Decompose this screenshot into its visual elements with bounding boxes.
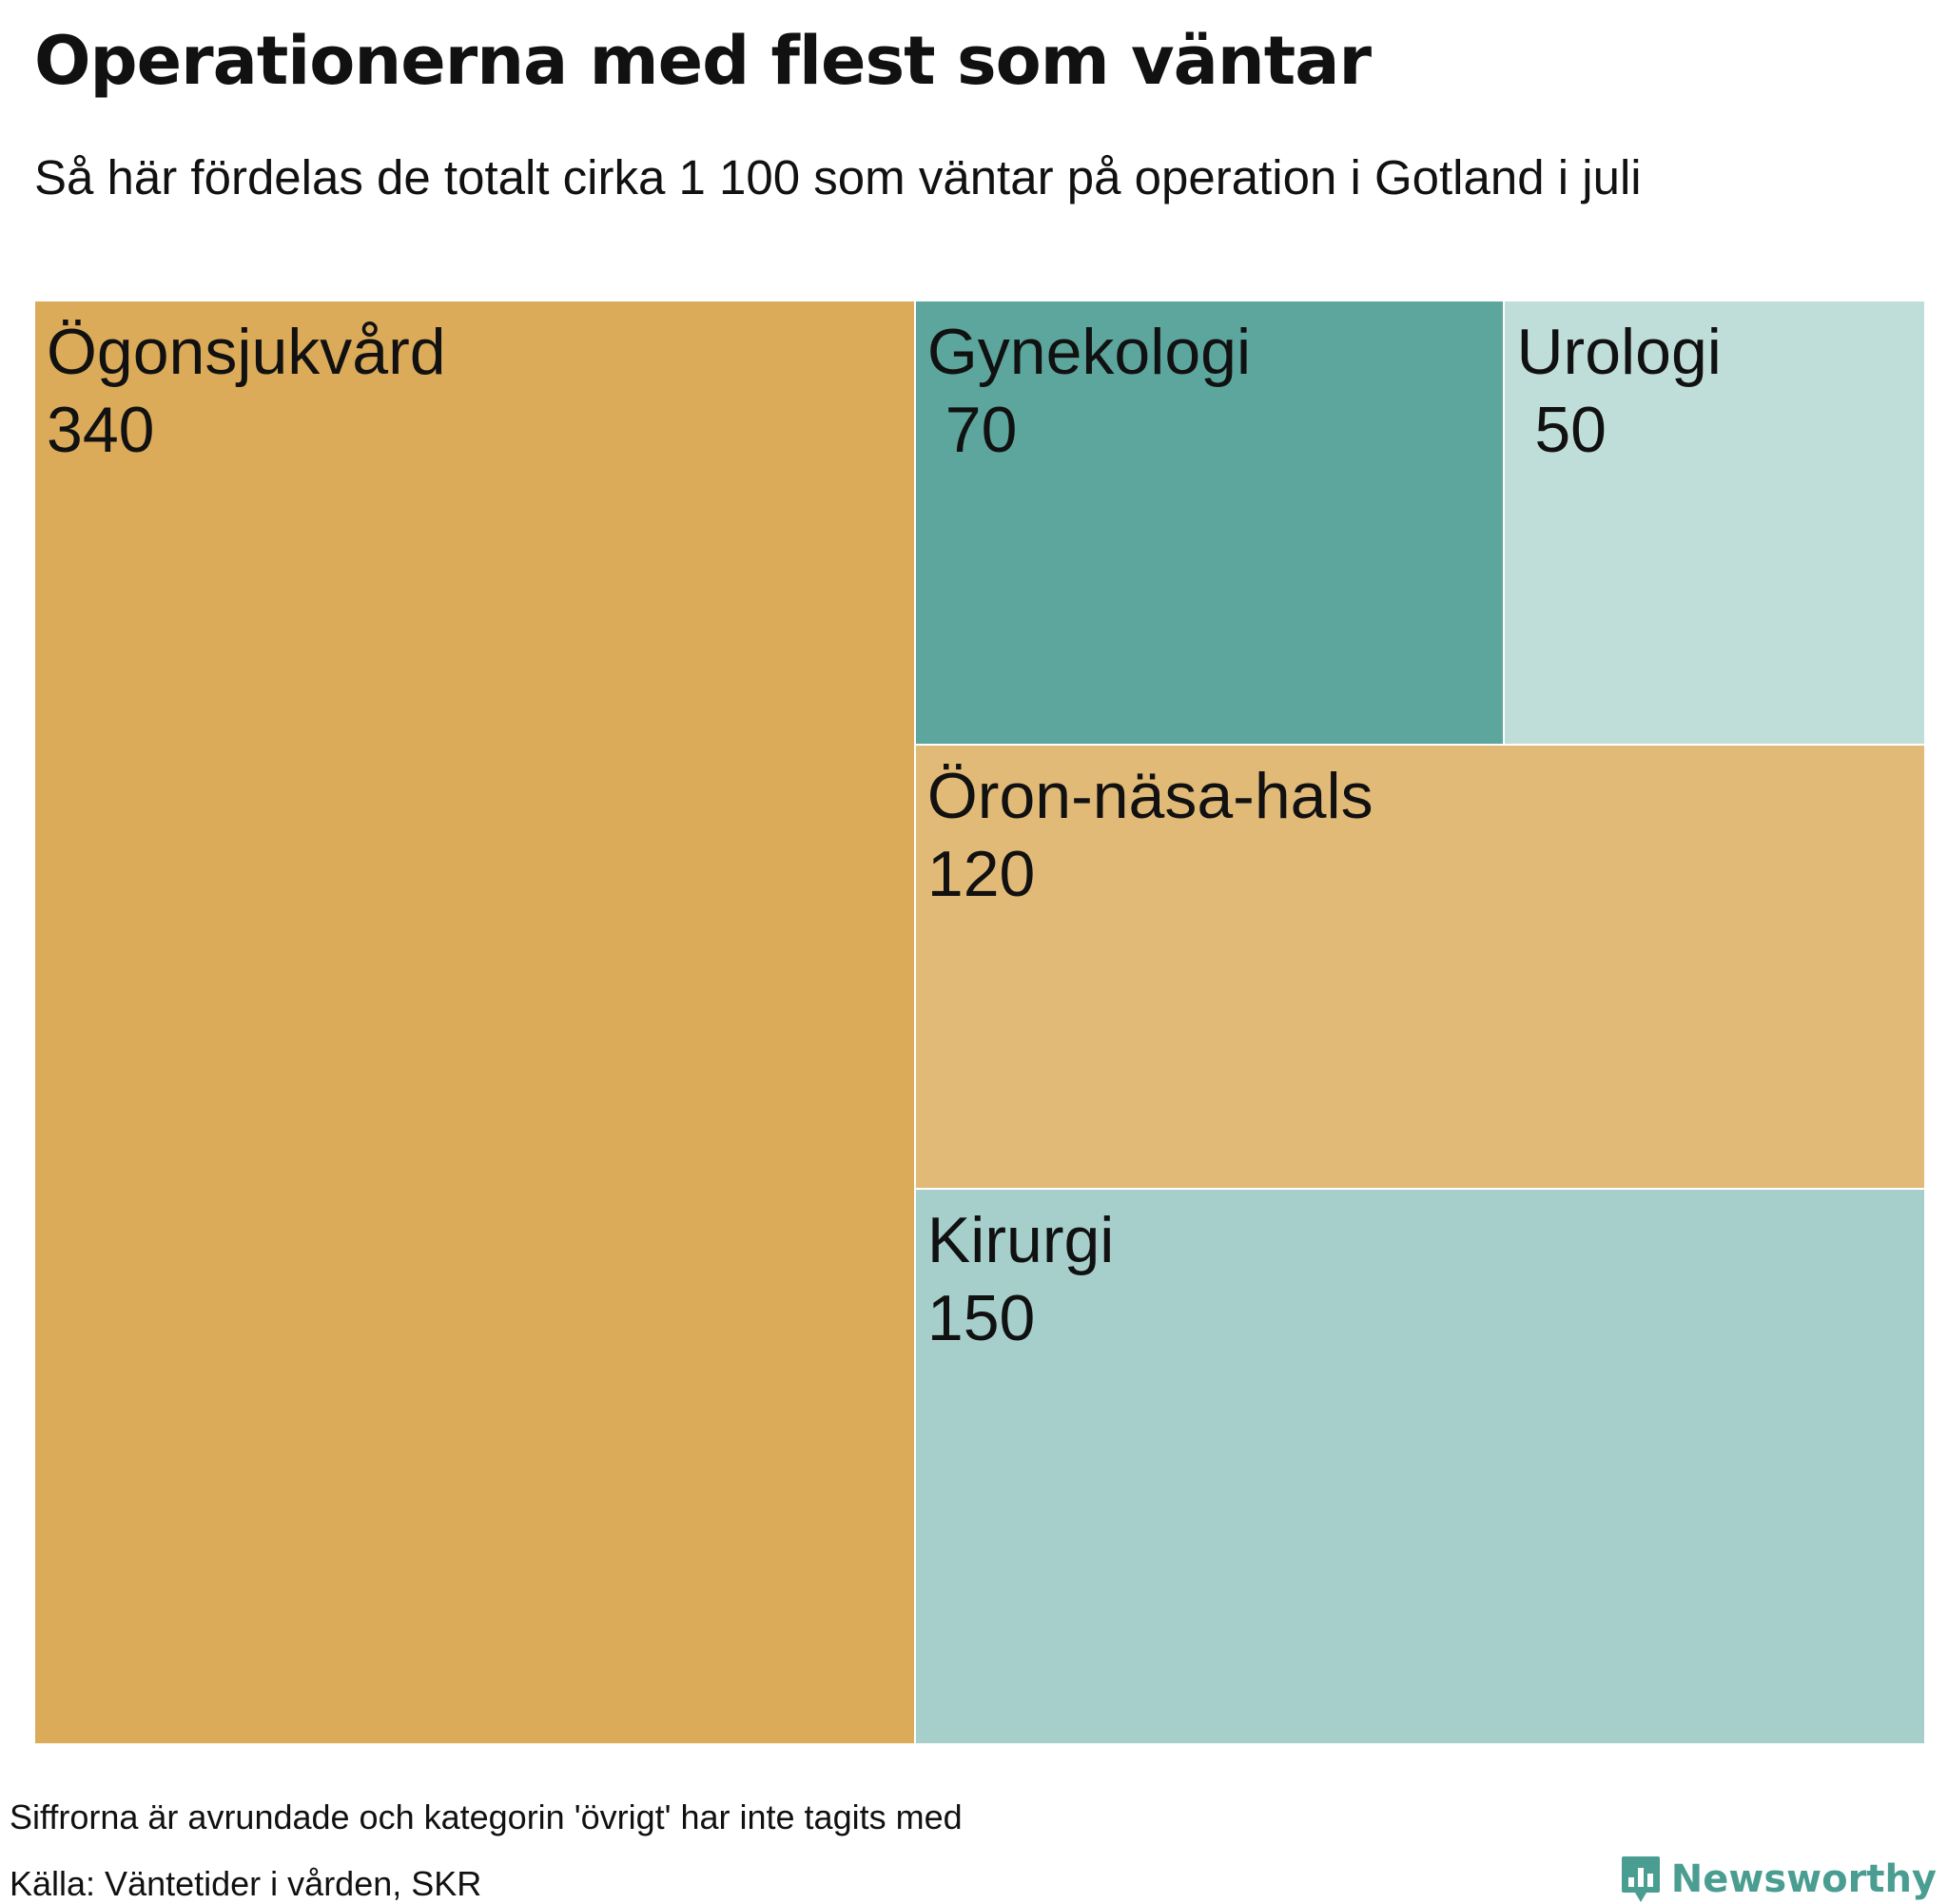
source-note: Källa: Väntetider i vården, SKR: [10, 1864, 482, 1903]
tile-category-name: Urologi: [1516, 316, 1722, 388]
tile-label: Öron-näsa-hals 120: [927, 757, 1373, 913]
treemap-tile-ogonsjukvard: Ögonsjukvård 340: [34, 301, 915, 1744]
treemap: Ögonsjukvård 340 Gynekologi 70 Urologi 50 Ör…: [34, 301, 1925, 1744]
tile-category-name: Kirurgi: [926, 1204, 1115, 1277]
brand-name: Newsworthy: [1670, 1857, 1937, 1901]
tile-value-label: 150: [926, 1282, 1036, 1355]
footnote: Siffrorna är avrundade och kategorin 'öv…: [10, 1797, 963, 1836]
treemap-tile-gynekologi: Gynekologi 70: [914, 301, 1505, 746]
tile-value-label: 50: [1516, 394, 1607, 466]
tile-label: Kirurgi 150: [927, 1201, 1115, 1357]
treemap-tile-oron-nasa-hals: Öron-näsa-hals 120: [914, 745, 1925, 1190]
tile-label: Urologi 50: [1516, 313, 1721, 469]
tile-label: Ögonsjukvård 340: [47, 313, 446, 469]
treemap-tile-kirurgi: Kirurgi 150: [914, 1189, 1925, 1744]
chart-title: Operationerna med flest som väntar: [34, 22, 1372, 100]
tile-value-label: 340: [47, 394, 155, 466]
tile-category-name: Ögonsjukvård: [47, 316, 446, 388]
tile-label: Gynekologi 70: [927, 313, 1251, 469]
tile-value-label: 70: [926, 394, 1018, 466]
brand-logo: Newsworthy: [1620, 1855, 1937, 1904]
newsworthy-logo-icon: [1621, 1856, 1660, 1902]
chart-subtitle: Så här fördelas de totalt cirka 1 100 so…: [34, 150, 1642, 204]
treemap-tile-urologi: Urologi 50: [1504, 301, 1925, 746]
tile-category-name: Öron-näsa-hals: [926, 760, 1373, 833]
tile-category-name: Gynekologi: [926, 316, 1252, 388]
tile-value-label: 120: [926, 838, 1036, 911]
